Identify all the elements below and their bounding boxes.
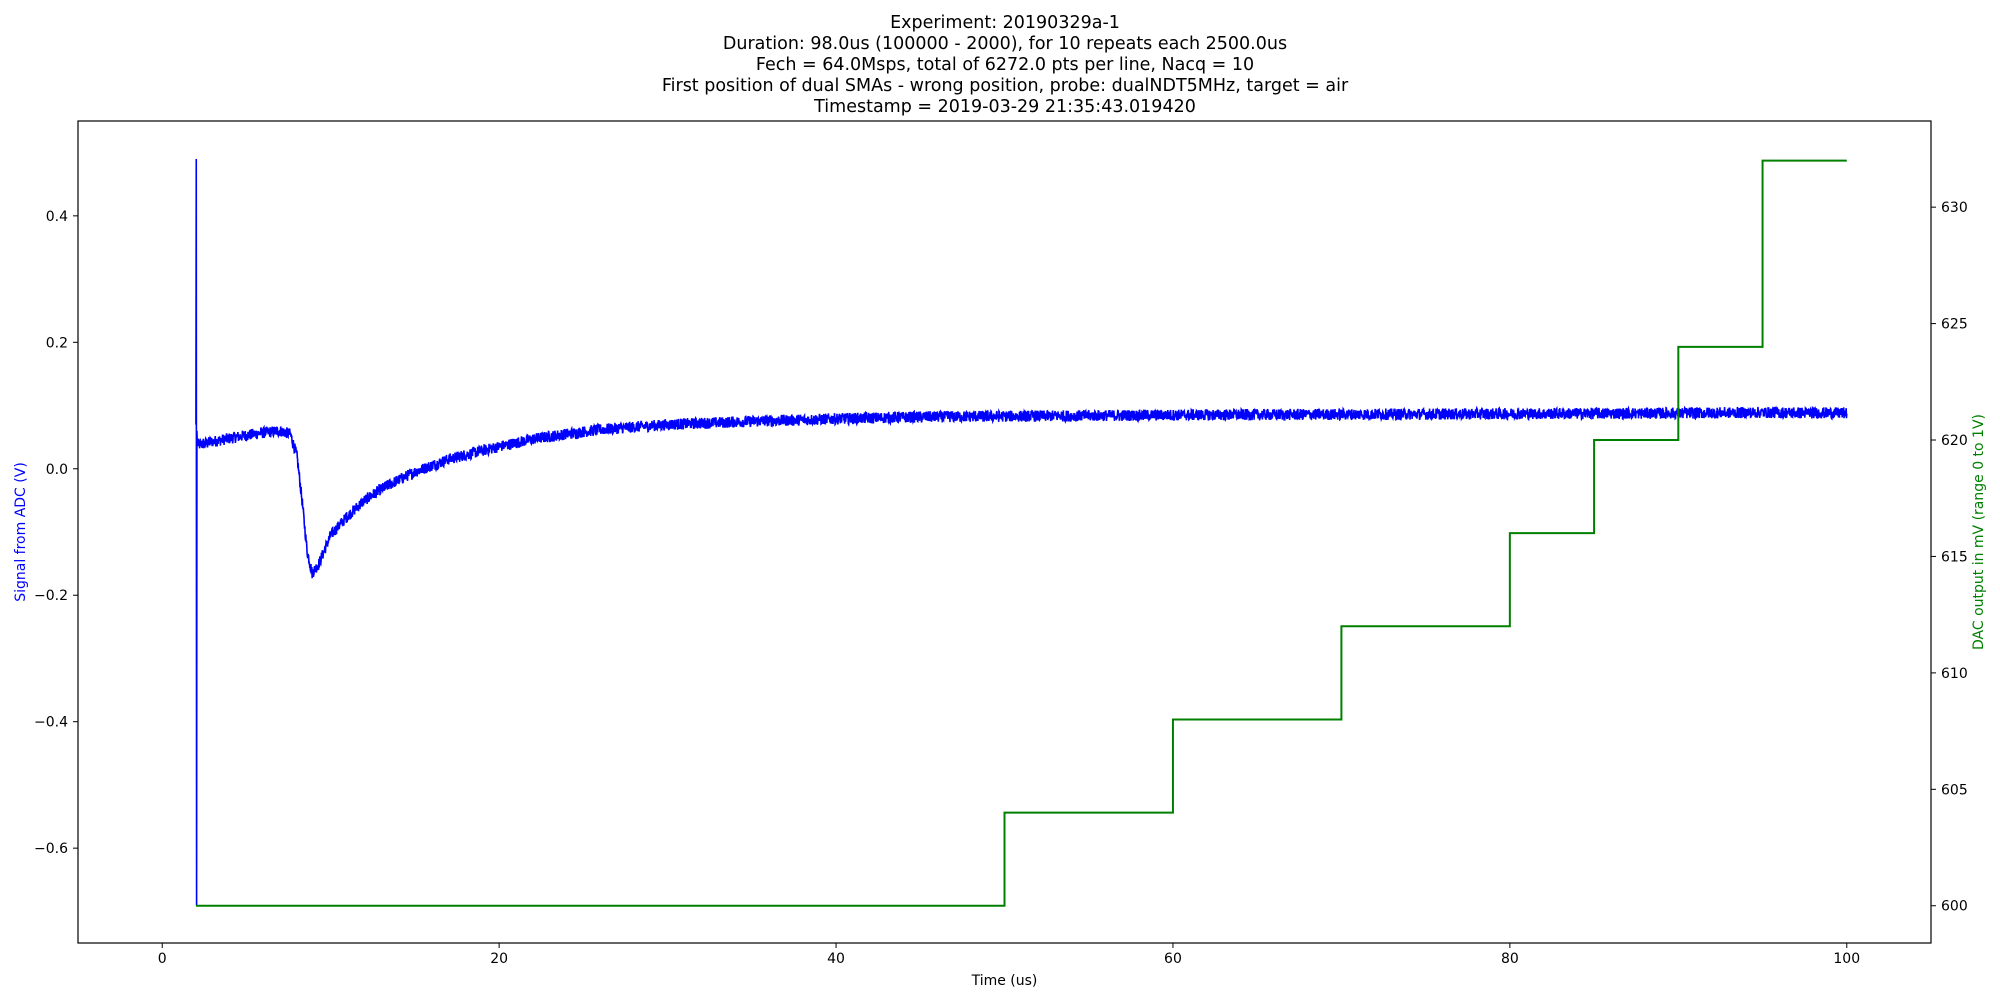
- adc-signal-series-line: [195, 158, 1848, 906]
- right-y-tick-label: 605: [1941, 782, 1968, 798]
- x-tick-label: 80: [1501, 951, 1519, 967]
- left-y-tick-label: 0.4: [46, 209, 68, 225]
- title-line-3: Fech = 64.0Msps, total of 6272.0 pts per…: [756, 55, 1254, 75]
- chart-title: Experiment: 20190329a-1 Duration: 98.0us…: [662, 13, 1349, 117]
- left-y-tick-label: −0.4: [34, 715, 68, 731]
- left-y-tick-label: 0.2: [46, 335, 68, 351]
- x-tick-label: 100: [1833, 951, 1860, 967]
- title-line-4: First position of dual SMAs - wrong posi…: [662, 76, 1349, 96]
- left-y-axis-ticks: −0.6 −0.4 −0.2 0.0 0.2 0.4: [34, 209, 78, 857]
- right-y-tick-label: 620: [1941, 433, 1968, 449]
- right-y-tick-label: 625: [1941, 317, 1968, 333]
- title-line-5: Timestamp = 2019-03-29 21:35:43.019420: [813, 97, 1196, 117]
- right-y-tick-label: 610: [1941, 666, 1968, 682]
- x-tick-label: 20: [490, 951, 508, 967]
- right-y-axis-ticks: 600 605 610 615 620 625 630: [1931, 200, 1968, 915]
- left-y-tick-label: 0.0: [46, 462, 68, 478]
- left-y-tick-label: −0.6: [34, 841, 68, 857]
- x-axis-label: Time (us): [971, 973, 1038, 989]
- x-tick-label: 0: [158, 951, 167, 967]
- plot-frame: [77, 120, 1932, 944]
- x-tick-label: 60: [1164, 951, 1182, 967]
- left-y-tick-label: −0.2: [34, 588, 68, 604]
- left-y-axis-label: Signal from ADC (V): [13, 462, 29, 602]
- title-line-2: Duration: 98.0us (100000 - 2000), for 10…: [723, 34, 1287, 54]
- x-axis-ticks: 0 20 40 60 80 100: [158, 943, 1860, 967]
- x-tick-label: 40: [827, 951, 845, 967]
- right-y-tick-label: 630: [1941, 200, 1968, 216]
- dac-output-series-line: [195, 159, 1847, 907]
- right-y-tick-label: 600: [1941, 899, 1968, 915]
- right-y-tick-label: 615: [1941, 549, 1968, 565]
- title-line-1: Experiment: 20190329a-1: [890, 13, 1120, 33]
- right-y-axis-label: DAC output in mV (range 0 to 1V): [1971, 414, 1987, 650]
- plot-area: [195, 158, 1848, 907]
